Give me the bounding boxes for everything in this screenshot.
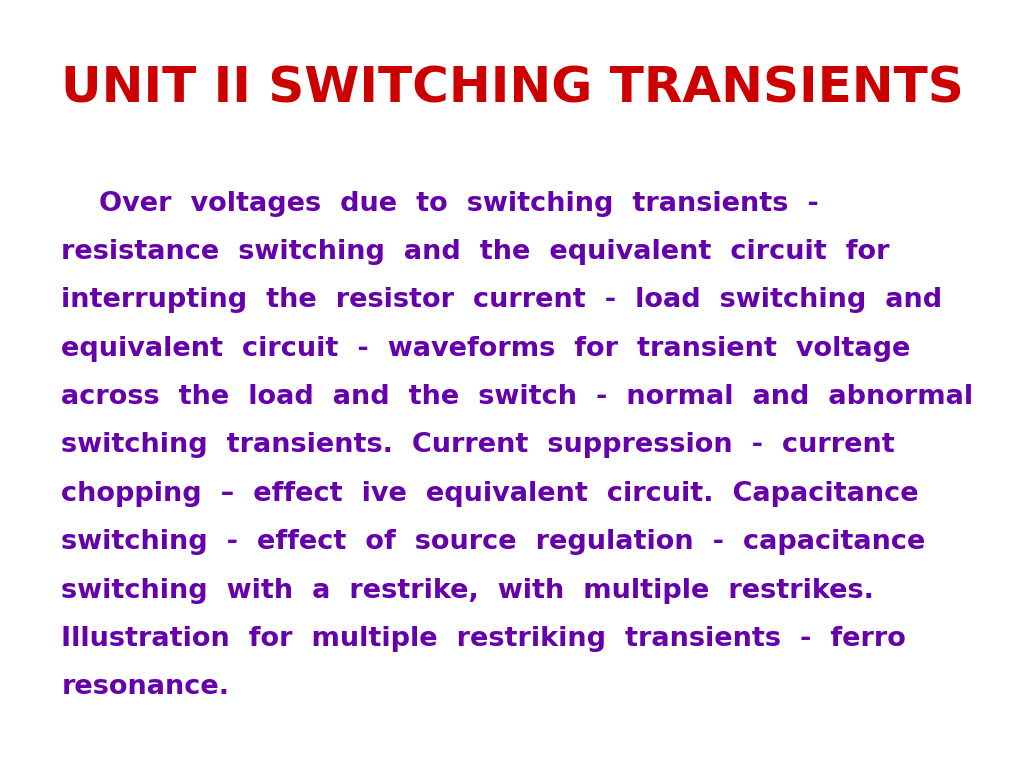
Text: switching  transients.  Current  suppression  -  current: switching transients. Current suppressio… <box>61 432 895 458</box>
Text: resistance  switching  and  the  equivalent  circuit  for: resistance switching and the equivalent … <box>61 239 890 265</box>
Text: Illustration  for  multiple  restriking  transients  -  ferro: Illustration for multiple restriking tra… <box>61 626 906 652</box>
Text: interrupting  the  resistor  current  -  load  switching  and: interrupting the resistor current - load… <box>61 287 942 313</box>
Text: switching  with  a  restrike,  with  multiple  restrikes.: switching with a restrike, with multiple… <box>61 578 874 604</box>
Text: switching  -  effect  of  source  regulation  -  capacitance: switching - effect of source regulation … <box>61 529 926 555</box>
Text: Over  voltages  due  to  switching  transients  -: Over voltages due to switching transient… <box>61 190 819 217</box>
Text: across  the  load  and  the  switch  -  normal  and  abnormal: across the load and the switch - normal … <box>61 384 974 410</box>
Text: UNIT II SWITCHING TRANSIENTS: UNIT II SWITCHING TRANSIENTS <box>60 65 964 112</box>
Text: chopping  –  effect  ive  equivalent  circuit.  Capacitance: chopping – effect ive equivalent circuit… <box>61 481 920 507</box>
Text: resonance.: resonance. <box>61 674 229 700</box>
Text: equivalent  circuit  -  waveforms  for  transient  voltage: equivalent circuit - waveforms for trans… <box>61 336 910 362</box>
